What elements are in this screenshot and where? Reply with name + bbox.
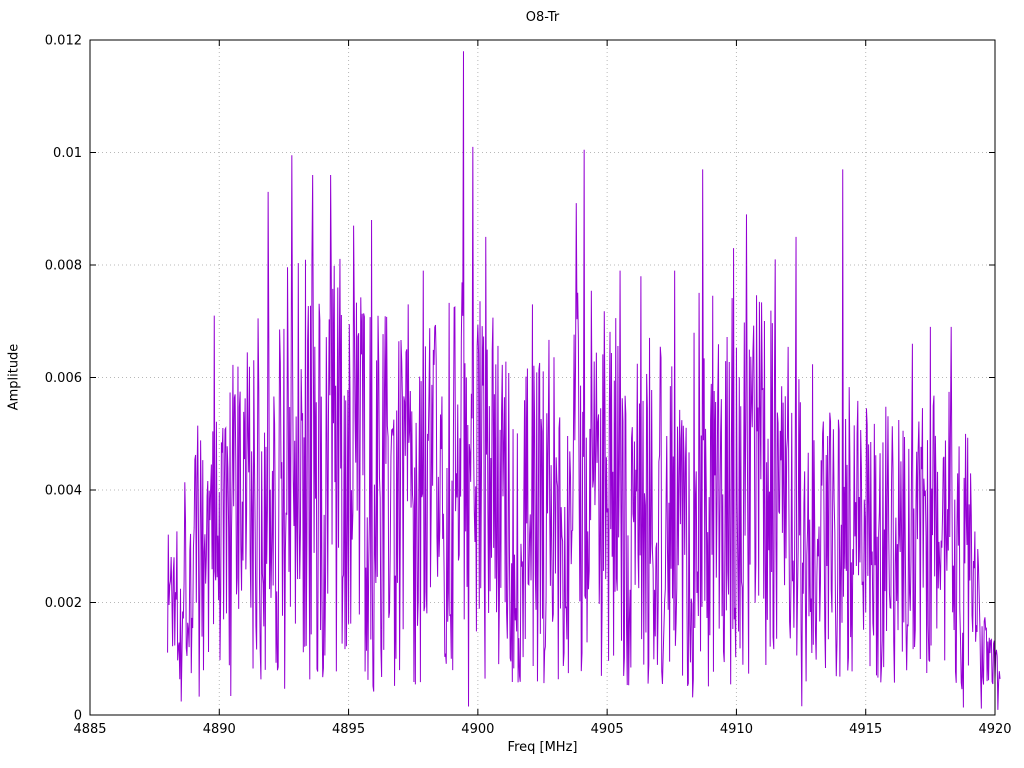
y-axis-label: Amplitude bbox=[6, 343, 22, 411]
x-tick-label: 4895 bbox=[332, 722, 365, 737]
y-tick-label: 0.008 bbox=[45, 259, 82, 274]
y-tick-label: 0 bbox=[74, 709, 82, 724]
x-tick-label: 4890 bbox=[203, 722, 236, 737]
y-tick-label: 0.012 bbox=[45, 34, 82, 49]
y-tick-label: 0.002 bbox=[45, 596, 82, 611]
x-tick-label: 4910 bbox=[720, 722, 753, 737]
x-tick-label: 4915 bbox=[849, 722, 882, 737]
x-axis-label: Freq [MHz] bbox=[507, 740, 578, 755]
x-tick-label: 4885 bbox=[73, 722, 106, 737]
y-tick-label: 0.01 bbox=[53, 146, 82, 161]
y-tick-label: 0.006 bbox=[45, 371, 82, 386]
data-series-line bbox=[167, 51, 1001, 710]
y-tick-label: 0.004 bbox=[45, 484, 82, 499]
x-tick-label: 4900 bbox=[461, 722, 494, 737]
x-tick-label: 4905 bbox=[591, 722, 624, 737]
x-tick-label: 4920 bbox=[978, 722, 1011, 737]
chart-title: O8-Tr bbox=[525, 10, 560, 25]
